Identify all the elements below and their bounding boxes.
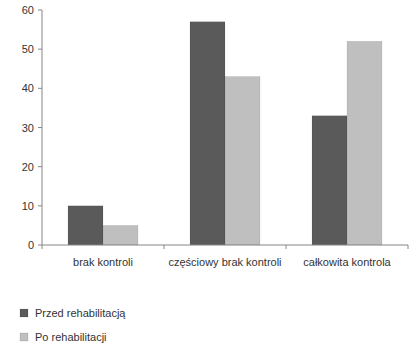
x-tick-label: częściowy brak kontroli (168, 256, 281, 268)
page: {"chart_data": {"type": "bar", "categori… (0, 0, 414, 355)
y-tick (38, 10, 42, 11)
bar (347, 41, 382, 245)
chart: 0 10 20 30 40 50 60 brak kontroli częściowy brak… (0, 0, 414, 355)
y-tick-label: 20 (22, 161, 34, 173)
y-tick-label: 30 (22, 122, 34, 134)
legend-swatch (20, 309, 28, 317)
y-tick (38, 49, 42, 50)
x-axis (42, 245, 408, 246)
x-tick-label: brak kontroli (73, 256, 133, 268)
y-tick-label: 60 (22, 4, 34, 16)
x-tick-label-line: całkowita kontrola (303, 256, 391, 268)
x-tick-label-line: częściowy brak kontroli (168, 256, 281, 268)
bar (68, 206, 103, 245)
y-tick (38, 127, 42, 128)
legend-label: Po rehabilitacji (35, 331, 107, 343)
bar (103, 225, 138, 245)
y-tick (38, 88, 42, 89)
y-tick-label: 10 (22, 200, 34, 212)
bar (225, 77, 260, 245)
x-tick-label-line: brak kontroli (73, 256, 133, 268)
bar (190, 22, 225, 245)
bar (312, 116, 347, 245)
legend-label: Przed rehabilitacją (35, 307, 126, 319)
y-tick-label: 50 (22, 43, 34, 55)
y-tick (38, 166, 42, 167)
y-tick-label: 40 (22, 82, 34, 94)
background (0, 0, 414, 355)
x-tick (408, 245, 409, 249)
legend-swatch (20, 333, 28, 341)
x-tick (42, 245, 43, 249)
y-tick (38, 245, 42, 246)
y-tick (38, 205, 42, 206)
x-tick-label: całkowita kontrola (303, 256, 391, 268)
x-tick (164, 245, 165, 249)
x-tick (286, 245, 287, 249)
y-axis (42, 10, 43, 245)
y-tick-label: 0 (28, 239, 34, 251)
